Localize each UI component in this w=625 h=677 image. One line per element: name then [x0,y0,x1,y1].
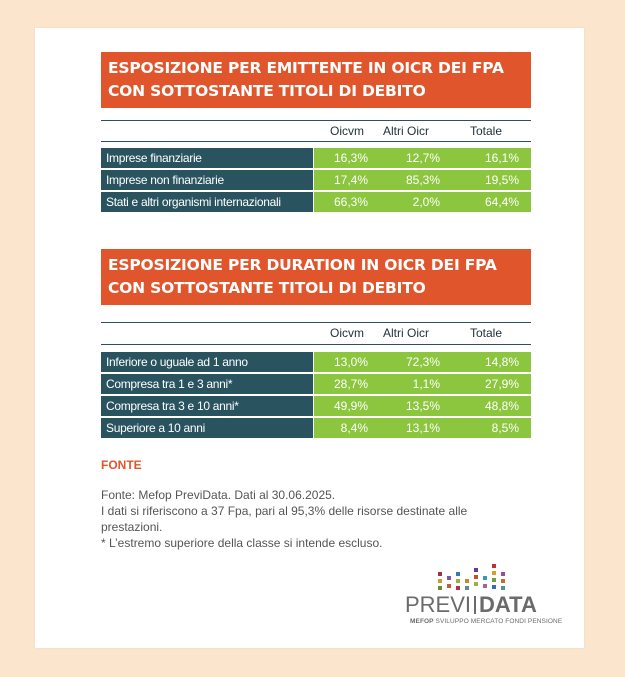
value-totale: 14,8% [484,355,519,369]
value-altri: 1,1% [412,377,440,391]
table2-top-rule [101,322,531,323]
value-altri: 13,1% [405,421,440,435]
table2-header-rule [101,344,531,345]
row-values: 16,3% 12,7% 16,1% [314,148,531,168]
row-values: 13,0% 72,3% 14,8% [314,352,531,372]
table1-col-oicvm: Oicvm [330,124,364,138]
value-oicvm: 16,3% [333,151,368,165]
table1-row: Imprese non finanziarie 17,4% 85,3% 19,5… [101,170,531,190]
value-altri: 85,3% [405,173,440,187]
value-oicvm: 49,9% [333,399,368,413]
value-altri: 13,5% [405,399,440,413]
logo-tagline: MEFOP SVILUPPO MERCATO FONDI PENSIONE [410,618,562,625]
previdata-logo: PREVI DATA MEFOP SVILUPPO MERCATO FONDI P… [405,562,562,632]
note-line: prestazioni. [101,520,163,534]
table2-title-line2: CON SOTTOSTANTE TITOLI DI DEBITO [108,279,426,297]
logo-brand-left: PREVI [405,592,472,617]
table2-col-totale: Totale [469,326,503,340]
logo-tagline-rest: SVILUPPO MERCATO FONDI PENSIONE [435,618,563,625]
table1-row: Imprese finanziarie 16,3% 12,7% 16,1% [101,148,531,168]
row-label: Compresa tra 1 e 3 anni* [101,374,313,394]
value-totale: 19,5% [484,173,519,187]
table1-col-altri: Altri Oicr [383,124,429,138]
note-line: I dati si riferiscono a 37 Fpa, pari al … [101,504,468,518]
logo-wordmark: PREVI DATA [405,592,537,618]
table1-row: Stati e altri organismi internazionali 6… [101,192,531,212]
note-line: * L’estremo superiore della classe si in… [101,536,383,550]
row-values: 28,7% 1,1% 27,9% [314,374,531,394]
row-values: 8,4% 13,1% 8,5% [314,418,531,438]
table1-title-line2: CON SOTTOSTANTE TITOLI DI DEBITO [108,82,426,100]
value-totale: 64,4% [484,195,519,209]
table1-col-totale: Totale [469,124,503,138]
value-altri: 72,3% [405,355,440,369]
row-label: Stati e altri organismi internazionali [101,192,313,212]
row-values: 17,4% 85,3% 19,5% [314,170,531,190]
row-values: 66,3% 2,0% 64,4% [314,192,531,212]
logo-bars-icon [438,564,505,590]
value-totale: 48,8% [484,399,519,413]
table2-row: Superiore a 10 anni 8,4% 13,1% 8,5% [101,418,531,438]
row-label: Compresa tra 3 e 10 anni* [101,396,313,416]
logo-divider [474,596,477,614]
table2-row: Inferiore o uguale ad 1 anno 13,0% 72,3%… [101,352,531,372]
table2-row: Compresa tra 3 e 10 anni* 49,9% 13,5% 48… [101,396,531,416]
value-totale: 16,1% [484,151,519,165]
table1-header-rule [101,141,531,142]
table1-title-line1: ESPOSIZIONE PER EMITTENTE IN OICR DEI FP… [108,59,504,77]
row-label: Imprese finanziarie [101,148,313,168]
row-label: Imprese non finanziarie [101,170,313,190]
source-notes: Fonte: Mefop PreviData. Dati al 30.06.20… [101,487,468,551]
value-totale: 27,9% [484,377,519,391]
value-oicvm: 17,4% [333,173,368,187]
table2-title-line1: ESPOSIZIONE PER DURATION IN OICR DEI FPA [108,256,497,274]
value-oicvm: 13,0% [333,355,368,369]
value-totale: 8,5% [491,421,519,435]
content-card [35,28,584,648]
table1-title-banner: ESPOSIZIONE PER EMITTENTE IN OICR DEI FP… [101,52,531,108]
table2-row: Compresa tra 1 e 3 anni* 28,7% 1,1% 27,9… [101,374,531,394]
table2-title-banner: ESPOSIZIONE PER DURATION IN OICR DEI FPA… [101,249,531,305]
table1-top-rule [101,120,531,121]
logo-brand-right: DATA [479,592,537,617]
value-altri: 12,7% [405,151,440,165]
value-oicvm: 28,7% [333,377,368,391]
row-label: Superiore a 10 anni [101,418,313,438]
row-label: Inferiore o uguale ad 1 anno [101,352,313,372]
value-altri: 2,0% [412,195,440,209]
value-oicvm: 66,3% [333,195,368,209]
fonte-heading: FONTE [101,458,142,472]
value-oicvm: 8,4% [340,421,368,435]
table2-col-altri: Altri Oicr [383,326,429,340]
row-values: 49,9% 13,5% 48,8% [314,396,531,416]
table2-col-oicvm: Oicvm [330,326,364,340]
logo-tagline-bold: MEFOP [410,618,434,625]
note-line: Fonte: Mefop PreviData. Dati al 30.06.20… [101,488,336,502]
